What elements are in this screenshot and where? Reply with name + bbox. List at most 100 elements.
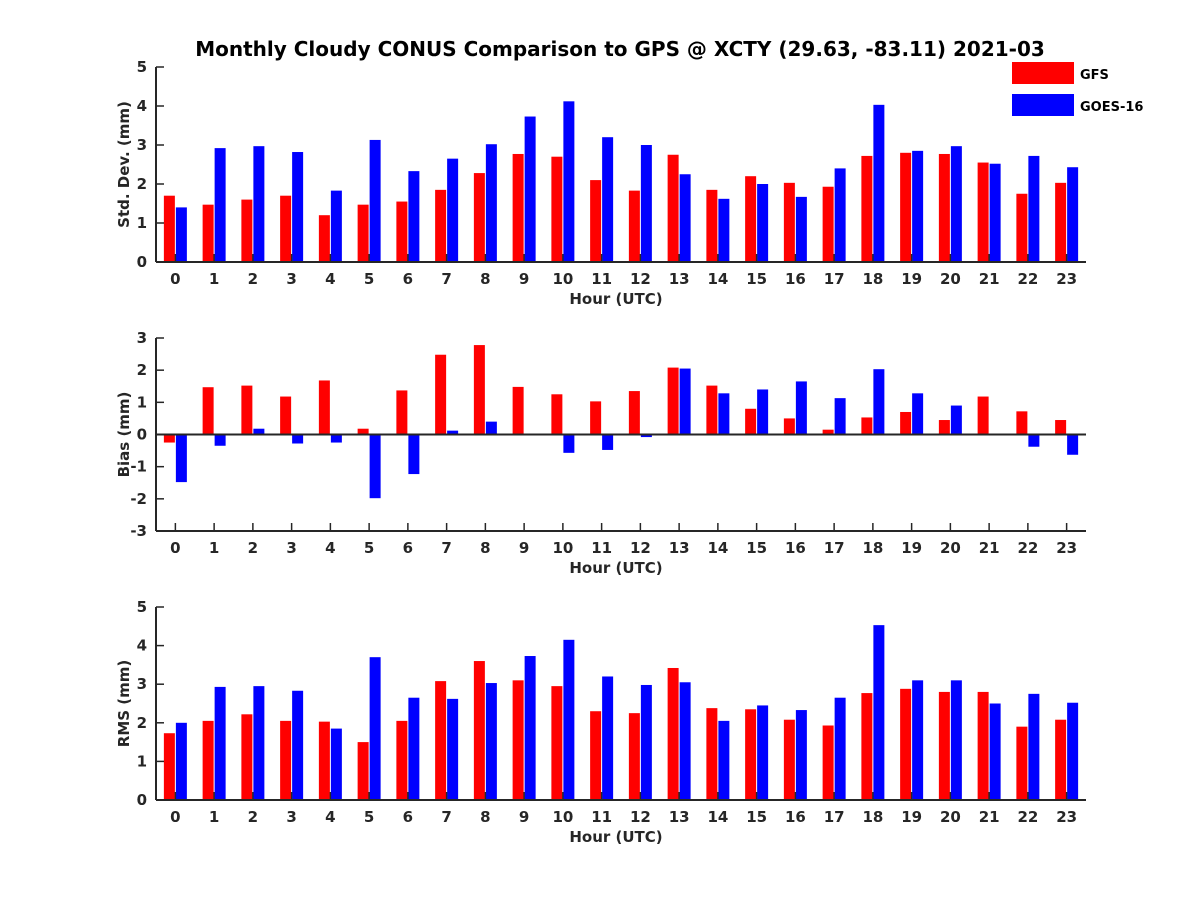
bar-gfs-hour-9 (512, 386, 524, 435)
bar-gfs-hour-14 (706, 708, 718, 800)
x-tick-label: 9 (519, 808, 529, 826)
bar-goes16-hour-20 (950, 146, 962, 262)
bar-gfs-hour-18 (861, 417, 873, 435)
bar-gfs-hour-3 (280, 396, 292, 435)
y-tick-label: -2 (130, 490, 147, 508)
bar-gfs-hour-5 (357, 204, 369, 262)
x-tick-label: 19 (901, 808, 922, 826)
bar-goes16-hour-19 (912, 150, 924, 262)
x-tick-label: 3 (286, 539, 296, 557)
bar-gfs-hour-5 (357, 428, 369, 435)
y-tick-label: 1 (137, 752, 147, 770)
y-tick-label: 4 (137, 97, 147, 115)
bar-goes16-hour-7 (447, 430, 459, 435)
y-axis-label: Bias (mm) (115, 392, 133, 478)
x-tick-label: 2 (248, 270, 258, 288)
bar-goes16-hour-1 (214, 434, 226, 446)
bar-gfs-hour-0 (163, 733, 175, 800)
bar-goes16-hour-8 (485, 683, 497, 800)
x-tick-label: 17 (824, 270, 845, 288)
y-tick-label: -3 (130, 522, 147, 540)
bar-gfs-hour-19 (900, 411, 912, 435)
x-tick-label: 11 (591, 270, 612, 288)
y-tick-label: -1 (130, 458, 147, 476)
bar-gfs-hour-21 (977, 691, 989, 800)
bar-goes16-hour-17 (834, 168, 846, 262)
y-tick-label: 1 (137, 214, 147, 232)
bar-gfs-hour-17 (822, 725, 834, 800)
bar-goes16-hour-5 (369, 139, 381, 262)
bar-goes16-hour-21 (989, 703, 1001, 800)
bar-gfs-hour-14 (706, 385, 718, 435)
y-tick-label: 0 (137, 253, 147, 271)
bar-goes16-hour-6 (408, 697, 420, 800)
x-tick-label: 23 (1056, 808, 1077, 826)
x-tick-label: 22 (1017, 808, 1038, 826)
x-tick-label: 13 (669, 808, 690, 826)
bar-gfs-hour-20 (938, 691, 950, 800)
x-tick-label: 18 (862, 539, 883, 557)
x-axis-label: Hour (UTC) (569, 290, 662, 308)
bar-goes16-hour-12 (640, 684, 652, 800)
x-tick-label: 1 (209, 539, 219, 557)
bar-goes16-hour-16 (795, 381, 807, 435)
bar-goes16-hour-15 (757, 389, 769, 435)
bar-gfs-hour-23 (1055, 719, 1067, 800)
bar-goes16-hour-14 (718, 720, 730, 800)
legend: GFS GOES-16 (1012, 62, 1143, 116)
bar-goes16-hour-18 (873, 625, 885, 800)
bar-goes16-hour-8 (485, 144, 497, 262)
bar-gfs-hour-9 (512, 680, 524, 800)
bar-gfs-hour-12 (628, 391, 640, 435)
bar-gfs-hour-22 (1016, 726, 1028, 800)
y-tick-label: 3 (137, 675, 147, 693)
bar-goes16-hour-3 (292, 434, 304, 444)
x-tick-label: 5 (364, 270, 374, 288)
bar-goes16-hour-5 (369, 657, 381, 800)
x-tick-label: 21 (979, 808, 1000, 826)
x-tick-label: 9 (519, 539, 529, 557)
x-tick-label: 6 (403, 808, 413, 826)
bar-gfs-hour-19 (900, 152, 912, 262)
x-tick-label: 10 (552, 270, 573, 288)
bar-goes16-hour-0 (175, 207, 187, 262)
bar-gfs-hour-0 (163, 434, 175, 443)
bar-gfs-hour-6 (396, 390, 408, 435)
bar-goes16-hour-19 (912, 393, 924, 435)
bar-gfs-hour-18 (861, 693, 873, 800)
bar-gfs-hour-2 (241, 199, 253, 262)
bar-gfs-hour-21 (977, 396, 989, 435)
bar-gfs-hour-4 (318, 380, 330, 435)
y-tick-label: 2 (137, 361, 147, 379)
bar-gfs-hour-15 (745, 176, 757, 262)
x-tick-label: 7 (441, 808, 451, 826)
x-tick-label: 16 (785, 270, 806, 288)
x-tick-label: 15 (746, 808, 767, 826)
bar-goes16-hour-13 (679, 174, 691, 262)
bar-goes16-hour-4 (330, 190, 342, 262)
x-tick-label: 2 (248, 808, 258, 826)
bar-goes16-hour-6 (408, 434, 420, 475)
bar-gfs-hour-10 (551, 686, 563, 800)
bar-goes16-hour-8 (485, 421, 497, 435)
y-tick-label: 5 (137, 598, 147, 616)
bar-goes16-hour-22 (1028, 155, 1040, 262)
bar-gfs-hour-12 (628, 713, 640, 800)
y-tick-label: 2 (137, 714, 147, 732)
bar-goes16-hour-15 (757, 184, 769, 262)
x-tick-label: 22 (1017, 270, 1038, 288)
x-tick-label: 7 (441, 539, 451, 557)
y-tick-label: 0 (137, 426, 147, 444)
y-tick-label: 4 (137, 637, 147, 655)
bar-gfs-hour-11 (590, 401, 602, 435)
y-tick-label: 5 (137, 58, 147, 76)
x-tick-label: 4 (325, 539, 335, 557)
x-tick-label: 16 (785, 539, 806, 557)
x-tick-label: 10 (552, 808, 573, 826)
bar-gfs-hour-7 (435, 354, 447, 435)
bar-gfs-hour-10 (551, 394, 563, 435)
bar-gfs-hour-10 (551, 156, 563, 262)
bar-gfs-hour-9 (512, 153, 524, 262)
bar-goes16-hour-21 (989, 163, 1001, 262)
